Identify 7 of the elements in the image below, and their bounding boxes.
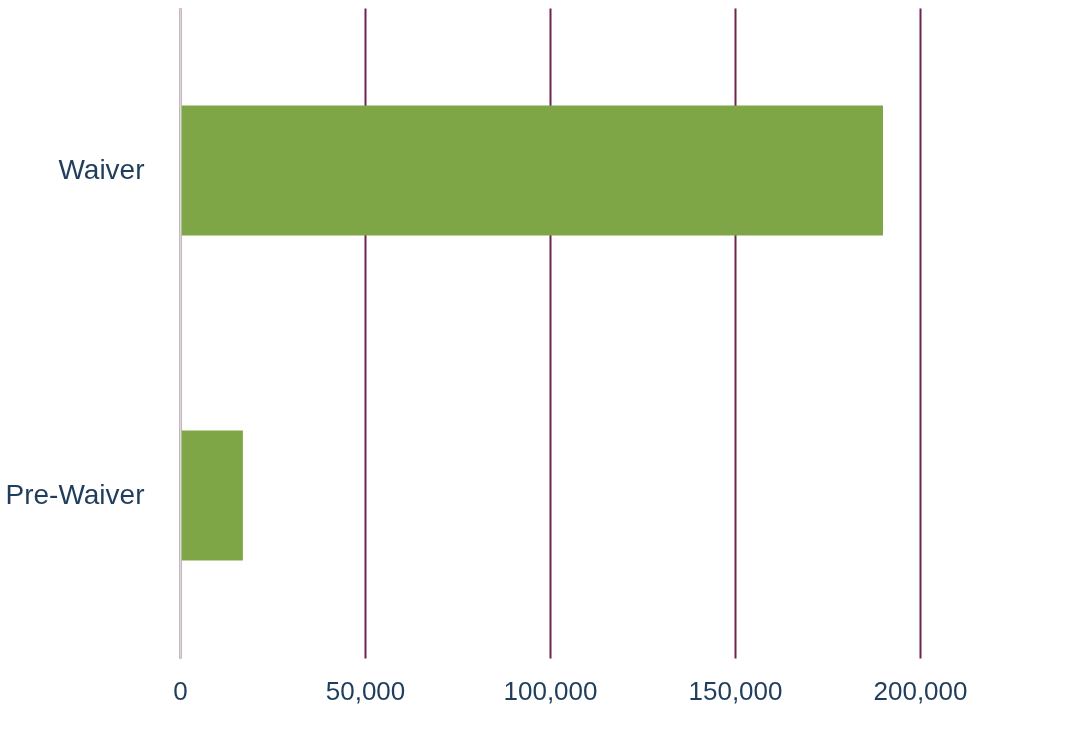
x-tick-label: 200,000 bbox=[873, 675, 968, 706]
x-tick-label: 0 bbox=[173, 675, 188, 706]
y-tick-label: Pre-Waiver bbox=[5, 478, 145, 510]
y-tick-label: Waiver bbox=[58, 153, 145, 185]
x-tick-label: 100,000 bbox=[503, 675, 598, 706]
x-tick-label: 50,000 bbox=[325, 675, 406, 706]
x-tick-label: 150,000 bbox=[688, 675, 783, 706]
